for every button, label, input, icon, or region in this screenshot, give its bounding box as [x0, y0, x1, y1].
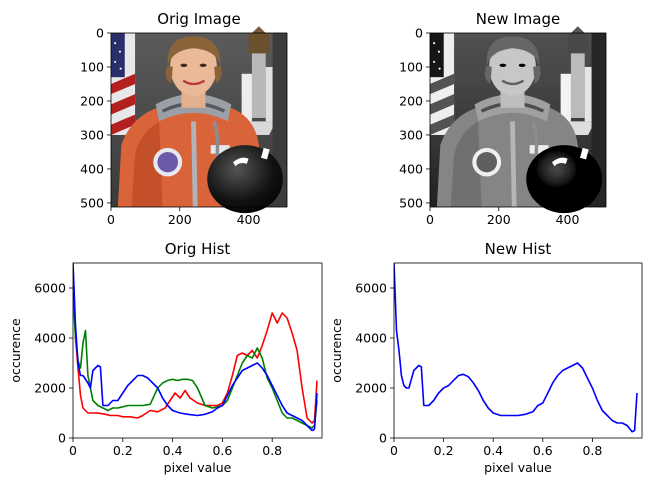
x-tick-label: 0.2 — [113, 443, 133, 458]
y-tick-label: 500 — [80, 195, 104, 210]
y-tick-label: 6000 — [355, 281, 387, 296]
chart-title: New Hist — [485, 240, 552, 258]
series-line — [73, 265, 318, 424]
panel-new-image: New Image 0 200 400 0 100 200 300 400 500 — [399, 10, 606, 227]
axes-frame — [72, 262, 323, 439]
image-content — [111, 26, 287, 213]
y-tick-label: 300 — [80, 127, 104, 142]
x-tick-label: 400 — [556, 212, 580, 227]
x-tick-label: 0.6 — [533, 443, 553, 458]
panel-orig-hist: Orig Hist 0 0.2 0.4 0.6 0.8 0 2000 4000 6000 pixel… — [8, 240, 323, 475]
y-tick-label: 0 — [415, 26, 423, 41]
chart-title: New Image — [476, 10, 560, 28]
x-tick-label: 0.4 — [483, 443, 503, 458]
y-tick-label: 400 — [80, 161, 104, 176]
y-tick-label: 4000 — [34, 331, 66, 346]
x-tick-label: 400 — [237, 212, 261, 227]
y-axis-label: occurence — [8, 318, 23, 383]
x-tick-label: 200 — [487, 212, 511, 227]
x-tick-label: 200 — [168, 212, 192, 227]
y-tick-label: 2000 — [355, 381, 387, 396]
y-tick-label: 300 — [399, 127, 423, 142]
x-tick-label: 0.4 — [163, 443, 183, 458]
image-content — [430, 26, 606, 213]
y-tick-label: 500 — [399, 195, 423, 210]
chart-title: Orig Hist — [165, 240, 231, 258]
series-line — [394, 263, 638, 433]
series-line — [73, 263, 318, 432]
astronaut-image — [111, 26, 287, 213]
x-tick-label: 0.8 — [582, 443, 602, 458]
y-tick-label: 200 — [399, 93, 423, 108]
x-tick-label: 0 — [107, 212, 115, 227]
y-tick-label: 0 — [379, 431, 387, 446]
x-tick-label: 0 — [69, 443, 77, 458]
x-tick-label: 0.6 — [212, 443, 232, 458]
y-tick-label: 100 — [399, 59, 423, 74]
x-tick-label: 0 — [426, 212, 434, 227]
chart-title: Orig Image — [157, 10, 240, 28]
x-axis-label: pixel value — [164, 460, 232, 475]
astronaut-image — [430, 26, 606, 213]
axes-frame — [110, 32, 288, 208]
y-tick-label: 0 — [58, 431, 66, 446]
panel-new-hist: New Hist 0 0.2 0.4 0.6 0.8 0 2000 4000 6000 pixel … — [329, 240, 643, 475]
y-tick-label: 2000 — [34, 381, 66, 396]
x-tick-label: 0.2 — [434, 443, 454, 458]
x-tick-label: 0.8 — [262, 443, 282, 458]
y-tick-label: 4000 — [355, 331, 387, 346]
axes-frame — [393, 262, 643, 439]
y-tick-label: 400 — [399, 161, 423, 176]
x-axis-label: pixel value — [484, 460, 552, 475]
y-tick-label: 6000 — [34, 281, 66, 296]
y-axis-label: occurence — [329, 318, 344, 383]
y-tick-label: 0 — [96, 26, 104, 41]
y-tick-label: 100 — [80, 59, 104, 74]
y-tick-label: 200 — [80, 93, 104, 108]
series-line — [73, 292, 318, 429]
axes-frame — [429, 32, 607, 208]
x-tick-label: 0 — [390, 443, 398, 458]
panel-orig-image: Orig Image 0 200 400 0 100 200 300 400 500 — [80, 10, 287, 227]
